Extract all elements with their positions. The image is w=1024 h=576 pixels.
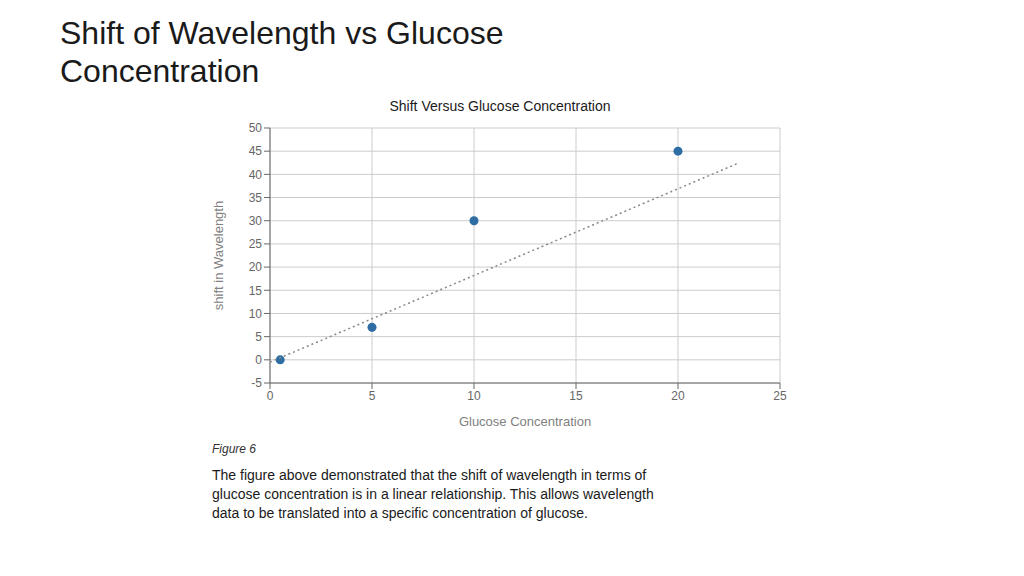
svg-text:Glucose Concentration: Glucose Concentration [459, 414, 591, 429]
svg-text:35: 35 [249, 191, 263, 205]
svg-text:15: 15 [569, 389, 583, 403]
svg-text:20: 20 [249, 260, 263, 274]
html-text:Concentration: Concentration [60, 53, 260, 89]
html-text:Shift of Wavelength vs Glucose: Shift of Wavelength vs Glucose [60, 15, 504, 51]
svg-text:30: 30 [249, 214, 263, 228]
svg-text:10: 10 [249, 307, 263, 321]
svg-text:50: 50 [249, 121, 263, 135]
html-text:Figure 6: Figure 6 [212, 442, 256, 456]
svg-text:-5: -5 [251, 376, 262, 390]
html-text:Shift Versus Glucose Concentra: Shift Versus Glucose Concentration [389, 98, 611, 114]
svg-text:15: 15 [249, 284, 263, 298]
html-text:The figure above demonstrated: The figure above demonstrated that the s… [212, 467, 654, 521]
svg-text:20: 20 [671, 389, 685, 403]
svg-text:40: 40 [249, 168, 263, 182]
svg-text:0: 0 [255, 353, 262, 367]
svg-text:shift in Wavelength: shift in Wavelength [211, 201, 226, 310]
svg-text:25: 25 [773, 389, 787, 403]
svg-text:5: 5 [369, 389, 376, 403]
svg-text:25: 25 [249, 237, 263, 251]
svg-text:45: 45 [249, 144, 263, 158]
svg-text:5: 5 [255, 330, 262, 344]
svg-text:10: 10 [467, 389, 481, 403]
svg-text:0: 0 [267, 389, 274, 403]
